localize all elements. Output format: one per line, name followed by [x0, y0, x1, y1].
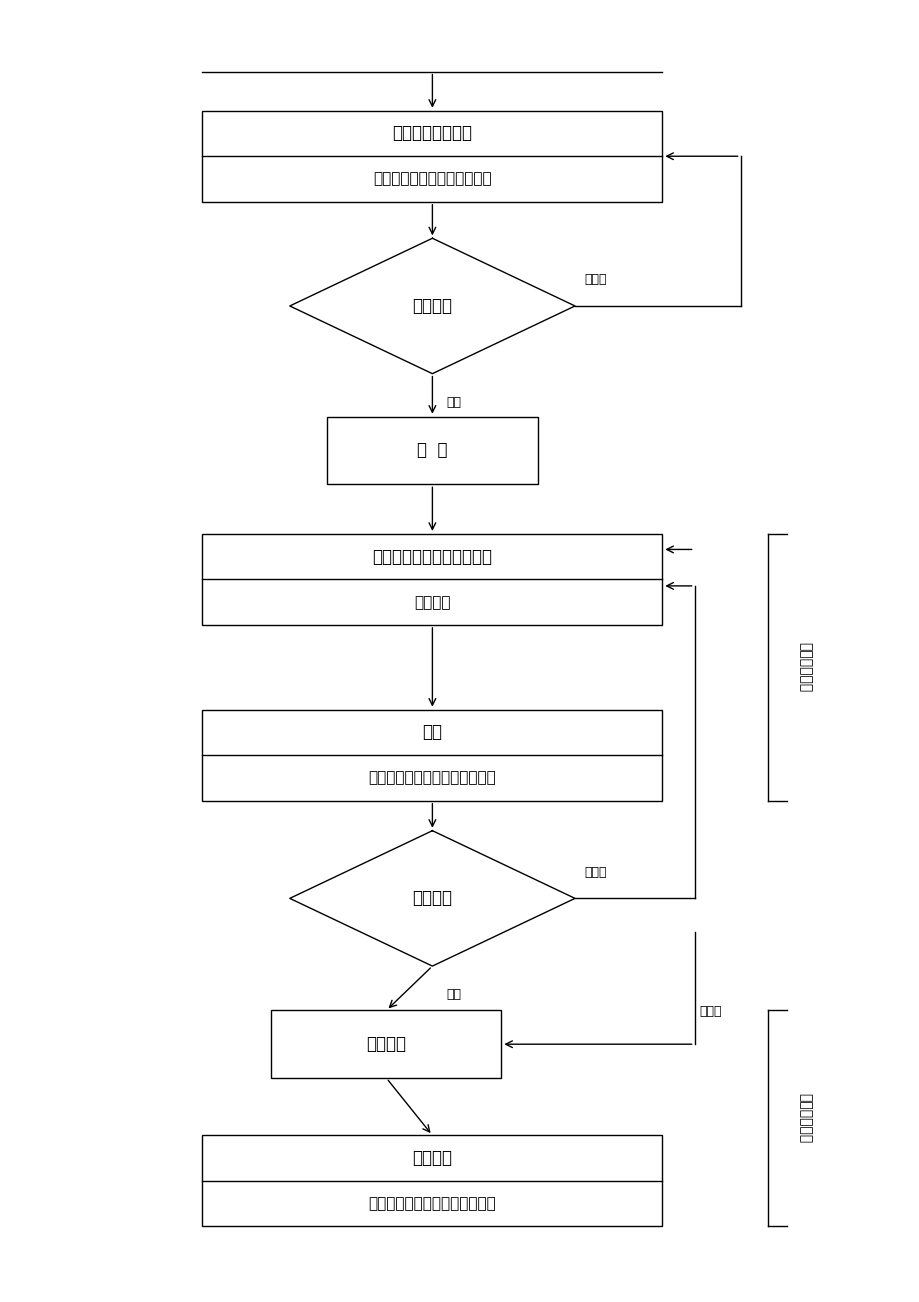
Bar [202, 1135, 662, 1226]
Text: 监理单位、建设单位专业工程师: 监理单位、建设单位专业工程师 [369, 1197, 495, 1211]
Bar [202, 710, 662, 801]
Text: 不合格: 不合格 [698, 1005, 720, 1018]
Text: 下一分部分项: 下一分部分项 [797, 1094, 811, 1143]
Text: 不同意: 不同意 [584, 866, 606, 879]
Text: 同意: 同意 [446, 988, 460, 1001]
Text: 审核结果: 审核结果 [412, 889, 452, 907]
Text: 审核（开工报告）: 审核（开工报告） [392, 125, 471, 142]
Text: 申报（分部工程安全方案）: 申报（分部工程安全方案） [372, 548, 492, 565]
Text: 开  工: 开 工 [416, 441, 448, 460]
Text: 检查验收: 检查验收 [412, 1150, 452, 1167]
Text: 施工单位: 施工单位 [414, 595, 450, 609]
Bar [326, 417, 538, 484]
Text: 样板施工: 样板施工 [366, 1035, 406, 1053]
Text: 监理单位、建设单位专业人员: 监理单位、建设单位专业人员 [373, 172, 491, 186]
Text: 同意: 同意 [446, 396, 460, 409]
Text: 审核: 审核 [422, 724, 442, 741]
Text: 审核结果: 审核结果 [412, 297, 452, 315]
Bar [202, 111, 662, 202]
Bar [202, 534, 662, 625]
Text: 监理单位、建设单位专业工程师: 监理单位、建设单位专业工程师 [369, 771, 495, 785]
Text: 下一分部分项: 下一分部分项 [797, 642, 811, 693]
Text: 不同意: 不同意 [584, 273, 606, 286]
Bar [271, 1010, 501, 1078]
